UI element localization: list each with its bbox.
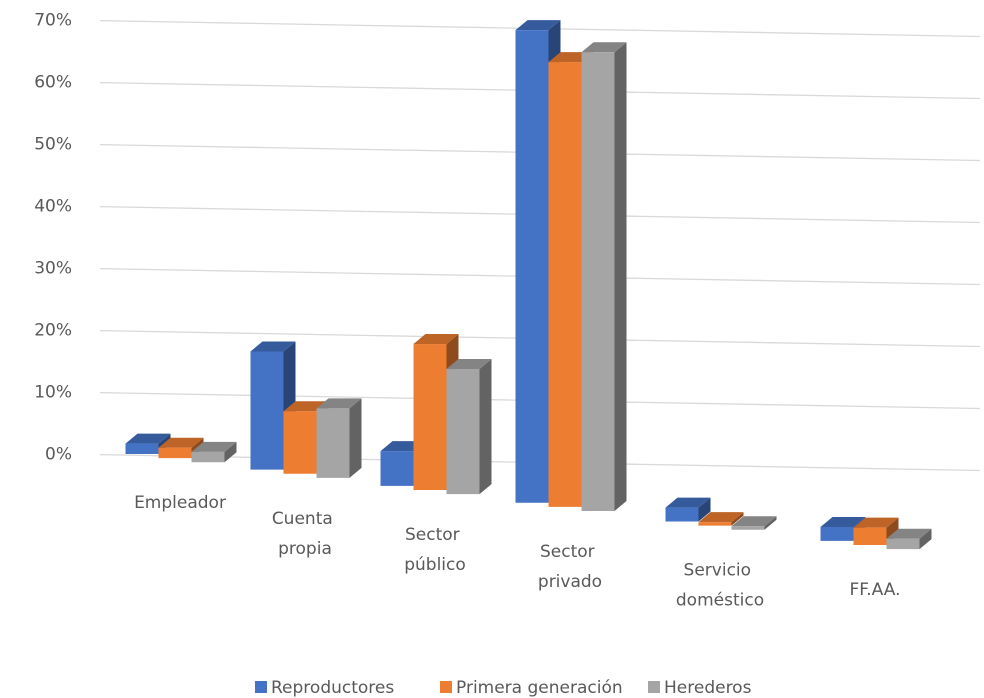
- bar-3d: [316, 398, 362, 478]
- bar-3d: [698, 512, 744, 526]
- x-tick-label: Empleador: [134, 493, 226, 513]
- bar-top: [698, 512, 744, 523]
- x-tick-label: Servicio doméstico: [676, 561, 764, 611]
- legend-swatch: [255, 681, 267, 693]
- bar-top: [191, 441, 237, 452]
- bar-top: [250, 341, 296, 352]
- bar: [191, 451, 225, 463]
- x-tick-label: Sector público: [404, 525, 466, 575]
- legend-label: Herederos: [664, 678, 752, 698]
- bar: [446, 369, 480, 495]
- bar: [158, 447, 192, 459]
- bar: [698, 522, 732, 526]
- bar-side: [349, 398, 362, 478]
- y-tick-label: 40%: [34, 197, 72, 217]
- y-tick-label: 20%: [34, 321, 72, 341]
- bar: [413, 344, 447, 490]
- y-tick-label: 30%: [34, 259, 72, 279]
- bar-top: [820, 516, 866, 527]
- legend-label: Reproductores: [271, 678, 394, 698]
- bar: [283, 411, 317, 474]
- bar: [515, 30, 549, 503]
- bar-top: [446, 359, 492, 370]
- bar-top: [665, 497, 711, 508]
- x-tick-label: Cuenta propia: [272, 509, 338, 559]
- bar: [316, 408, 350, 478]
- bar-3d: [446, 359, 492, 495]
- bar: [665, 507, 699, 522]
- bar: [853, 527, 887, 545]
- bar-3d: [191, 441, 237, 463]
- bar-top: [316, 398, 362, 409]
- bar-top: [853, 517, 899, 528]
- bar-3d: [581, 42, 627, 512]
- bar-top: [581, 42, 627, 53]
- bar-top: [886, 528, 932, 539]
- bar-side: [479, 359, 492, 495]
- bar-side: [764, 516, 777, 530]
- bar: [581, 52, 615, 512]
- bar: [886, 538, 920, 550]
- y-tick-label: 50%: [34, 135, 72, 155]
- bar-side: [919, 528, 932, 550]
- bar-top: [515, 20, 561, 31]
- bar-side: [698, 497, 711, 522]
- x-tick-label: FF.AA.: [849, 580, 900, 600]
- bar-3d: [665, 497, 711, 522]
- bar-side: [731, 512, 744, 526]
- bar-side: [614, 42, 627, 512]
- bar-top: [731, 516, 777, 527]
- bar: [250, 351, 284, 470]
- bar-top: [413, 334, 459, 345]
- legend-swatch: [648, 681, 660, 693]
- legend-label: Primera generación: [456, 678, 623, 698]
- bar-top: [158, 437, 204, 448]
- bar: [380, 451, 414, 486]
- bar: [731, 526, 765, 530]
- bar-side: [224, 441, 237, 463]
- bar-3d: [853, 517, 899, 545]
- bar-top: [125, 433, 171, 444]
- bar-3d: [886, 528, 932, 550]
- bar: [820, 526, 854, 541]
- y-tick-label: 0%: [45, 445, 72, 465]
- bar: [548, 62, 582, 507]
- y-tick-label: 70%: [34, 11, 72, 31]
- bar: [125, 443, 159, 454]
- x-tick-label: Sector privado: [538, 542, 602, 592]
- y-tick-label: 60%: [34, 73, 72, 93]
- y-tick-label: 10%: [34, 383, 72, 403]
- bar-3d: [731, 516, 777, 530]
- legend-swatch: [440, 681, 452, 693]
